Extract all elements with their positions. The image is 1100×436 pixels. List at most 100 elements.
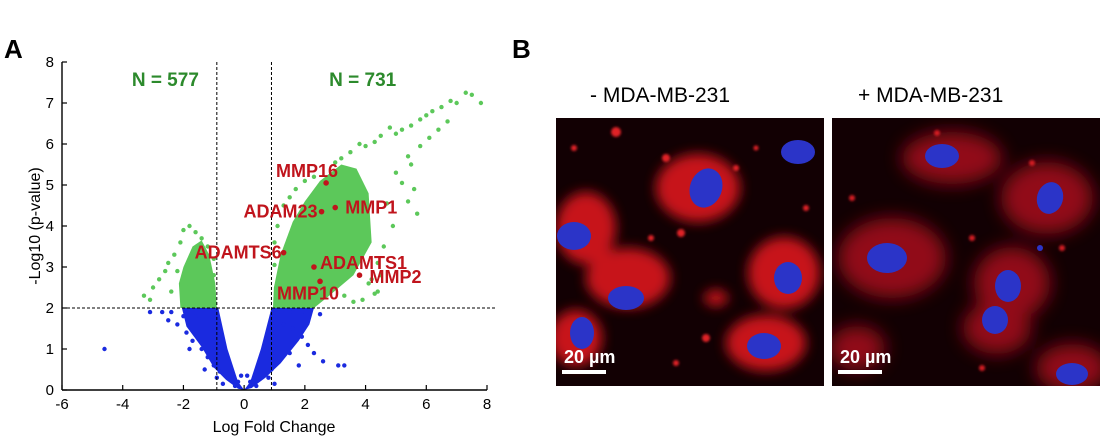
- not_significant-point: [320, 359, 326, 364]
- significant-point: [381, 244, 386, 249]
- significant-region-right: [272, 164, 372, 308]
- significant-point: [211, 256, 216, 261]
- significant-point: [156, 277, 162, 282]
- not_significant-point: [190, 338, 195, 343]
- gene-label: ADAM23: [244, 202, 318, 222]
- significant-point: [202, 258, 207, 264]
- not_significant-point: [217, 369, 223, 374]
- not_significant-point: [202, 367, 207, 372]
- significant-point: [469, 92, 475, 98]
- significant-point: [193, 229, 198, 235]
- significant-point: [366, 281, 371, 286]
- not_significant-point: [184, 330, 189, 335]
- count-label: N = 577: [132, 70, 199, 91]
- significant-point: [147, 297, 153, 302]
- y-tick-label: 1: [46, 341, 54, 358]
- y-tick-label: 2: [46, 300, 54, 317]
- not_significant-point: [208, 318, 213, 323]
- highlight-point: [356, 272, 363, 279]
- significant-point: [463, 90, 468, 95]
- significant-point: [184, 285, 189, 290]
- significant-point: [302, 178, 308, 184]
- significant-point: [399, 127, 405, 132]
- not_significant-point: [220, 381, 226, 387]
- volcano-plot: -6 -4 -2 0 2 4 6 8 0 1 2 3 4 5 6 7 8 N = 577 N = 731 MMP16…: [27, 54, 495, 436]
- panel-b-label: B: [512, 34, 531, 64]
- significant-point: [393, 131, 399, 136]
- not_significant-point: [102, 346, 107, 352]
- not_significant-point: [193, 314, 198, 319]
- not_significant-point: [235, 379, 241, 384]
- not_significant-point: [244, 373, 250, 378]
- not_significant-point: [266, 375, 271, 380]
- not_significant-point: [287, 309, 292, 315]
- not_significant-point: [305, 342, 311, 348]
- micrograph-title-control: - MDA-MB-231: [590, 84, 731, 107]
- micrograph-control: 20 µm: [556, 118, 824, 386]
- not_significant-point: [238, 373, 244, 378]
- not_significant-point: [187, 346, 192, 352]
- not_significant-point: [272, 381, 277, 387]
- not_significant-point: [336, 363, 341, 368]
- significant-point: [211, 273, 216, 278]
- significant-point: [424, 113, 429, 118]
- gene-label: ADAMTS6: [195, 243, 282, 263]
- x-axis-label: Log Fold Change: [213, 419, 336, 436]
- scale-bar-control: 20 µm: [562, 347, 615, 374]
- significant-point: [342, 293, 347, 298]
- not_significant-point: [254, 383, 259, 389]
- significant-point: [351, 299, 356, 305]
- not_significant-point: [290, 326, 295, 331]
- significant-point: [384, 201, 390, 206]
- significant-point: [390, 223, 396, 229]
- scale-bar-treated: 20 µm: [838, 347, 891, 374]
- significant-point: [196, 252, 201, 257]
- significant-point: [360, 297, 365, 302]
- significant-point: [333, 160, 338, 165]
- not_significant-point: [211, 363, 216, 368]
- significant-point: [199, 236, 204, 241]
- significant-point: [169, 289, 174, 294]
- not_significant-point: [302, 309, 308, 315]
- significant-point: [375, 289, 380, 294]
- not_significant-point: [296, 363, 301, 368]
- significant-point: [187, 223, 192, 229]
- not_significant-point: [342, 363, 347, 368]
- micrograph-treated: 20 µm: [832, 118, 1100, 386]
- significant-point: [275, 223, 280, 229]
- significant-point: [418, 143, 423, 149]
- significant-point: [363, 143, 368, 149]
- significant-point: [408, 162, 414, 167]
- cell-image-control: [556, 127, 820, 371]
- significant-point: [205, 244, 210, 249]
- significant-point: [445, 119, 450, 124]
- significant-point: [408, 123, 414, 128]
- highlight-point: [332, 204, 339, 211]
- significant-point: [439, 104, 444, 110]
- non-significant-region-right: [244, 308, 314, 390]
- significant-region-left: [178, 240, 217, 308]
- not_significant-point: [199, 346, 204, 352]
- y-axis-label: -Log10 (p-value): [27, 167, 44, 284]
- significant-point: [339, 156, 344, 161]
- significant-point: [393, 170, 399, 175]
- x-tick-label: 0: [240, 396, 248, 413]
- annotations: N = 577 N = 731 MMP16 MMP1 ADAM23 ADAMTS6 ADAM…: [132, 70, 422, 303]
- scale-bar-line: [562, 370, 606, 374]
- significant-point: [405, 199, 411, 204]
- significant-point: [436, 127, 441, 132]
- point-density-regions: [178, 164, 372, 390]
- not_significant-point: [272, 318, 277, 323]
- significant-point: [163, 268, 168, 274]
- not_significant-point: [169, 309, 174, 315]
- not_significant-point: [181, 314, 186, 319]
- significant-point: [357, 141, 362, 147]
- gene-label: MMP16: [276, 161, 338, 181]
- scale-label-control: 20 µm: [564, 347, 616, 367]
- not_significant-point: [232, 383, 238, 389]
- not_significant-point: [299, 334, 305, 339]
- gene-label: MMP1: [345, 198, 397, 218]
- y-tick-label: 4: [46, 218, 54, 235]
- scale-bar-line: [838, 370, 882, 374]
- significant-point: [430, 109, 435, 114]
